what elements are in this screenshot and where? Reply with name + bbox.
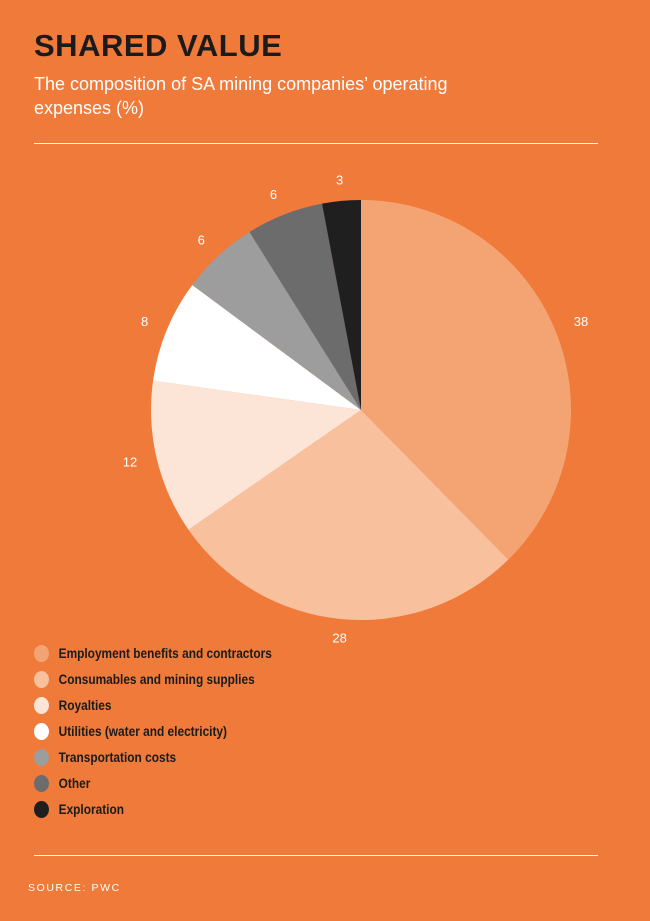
pie-slice-exploration — [322, 200, 361, 410]
legend: Employment benefits and contractors Consu… — [34, 640, 304, 822]
data-label-royalties: 12 — [123, 455, 137, 470]
legend-item-other: Other — [34, 770, 272, 796]
legend-label: Consumables and mining supplies — [58, 671, 255, 687]
pie-slice-other — [249, 203, 361, 410]
legend-swatch — [34, 748, 49, 766]
legend-label: Royalties — [58, 697, 112, 713]
pie-slice-royalties — [150, 380, 361, 530]
chart-subtitle: The composition of SA mining companies’ … — [34, 74, 448, 118]
legend-swatch — [34, 722, 49, 740]
top-divider — [34, 143, 598, 144]
data-label-transportation-costs: 6 — [198, 233, 205, 248]
legend-label: Employment benefits and contractors — [58, 645, 272, 661]
data-label-utilities-water-and-electricity: 8 — [141, 314, 148, 329]
legend-swatch — [34, 800, 49, 818]
legend-label: Exploration — [58, 801, 124, 817]
legend-item-utilities-water-and-electricity: Utilities (water and electricity) — [34, 718, 272, 744]
chart-title: SHARED VALUE — [34, 28, 283, 63]
legend-item-consumables-and-mining-supplies: Consumables and mining supplies — [34, 666, 272, 692]
pie-slice-utilities-water-and-electricity — [153, 284, 361, 410]
bottom-divider — [34, 855, 598, 856]
pie-slice-consumables-and-mining-supplies — [188, 410, 509, 620]
legend-item-royalties: Royalties — [34, 692, 272, 718]
pie-slice-employment-benefits-and-contractors — [361, 200, 571, 560]
data-label-consumables-and-mining-supplies: 28 — [332, 630, 346, 645]
data-label-employment-benefits-and-contractors: 38 — [574, 314, 588, 329]
legend-item-employment-benefits-and-contractors: Employment benefits and contractors — [34, 640, 272, 666]
data-label-exploration: 3 — [336, 172, 343, 187]
source-note: SOURCE: PWC — [28, 882, 121, 894]
legend-swatch — [34, 670, 49, 688]
pie-slice-transportation-costs — [192, 232, 361, 410]
legend-item-exploration: Exploration — [34, 796, 272, 822]
legend-swatch — [34, 774, 49, 792]
legend-label: Other — [58, 775, 91, 791]
legend-swatch — [34, 644, 49, 662]
data-label-other: 6 — [270, 187, 277, 202]
legend-item-transportation-costs: Transportation costs — [34, 744, 272, 770]
legend-label: Utilities (water and electricity) — [58, 723, 227, 739]
legend-label: Transportation costs — [58, 749, 177, 765]
pie-chart: 38 28 12 8 6 6 3 — [123, 172, 589, 645]
legend-swatch — [34, 696, 49, 714]
